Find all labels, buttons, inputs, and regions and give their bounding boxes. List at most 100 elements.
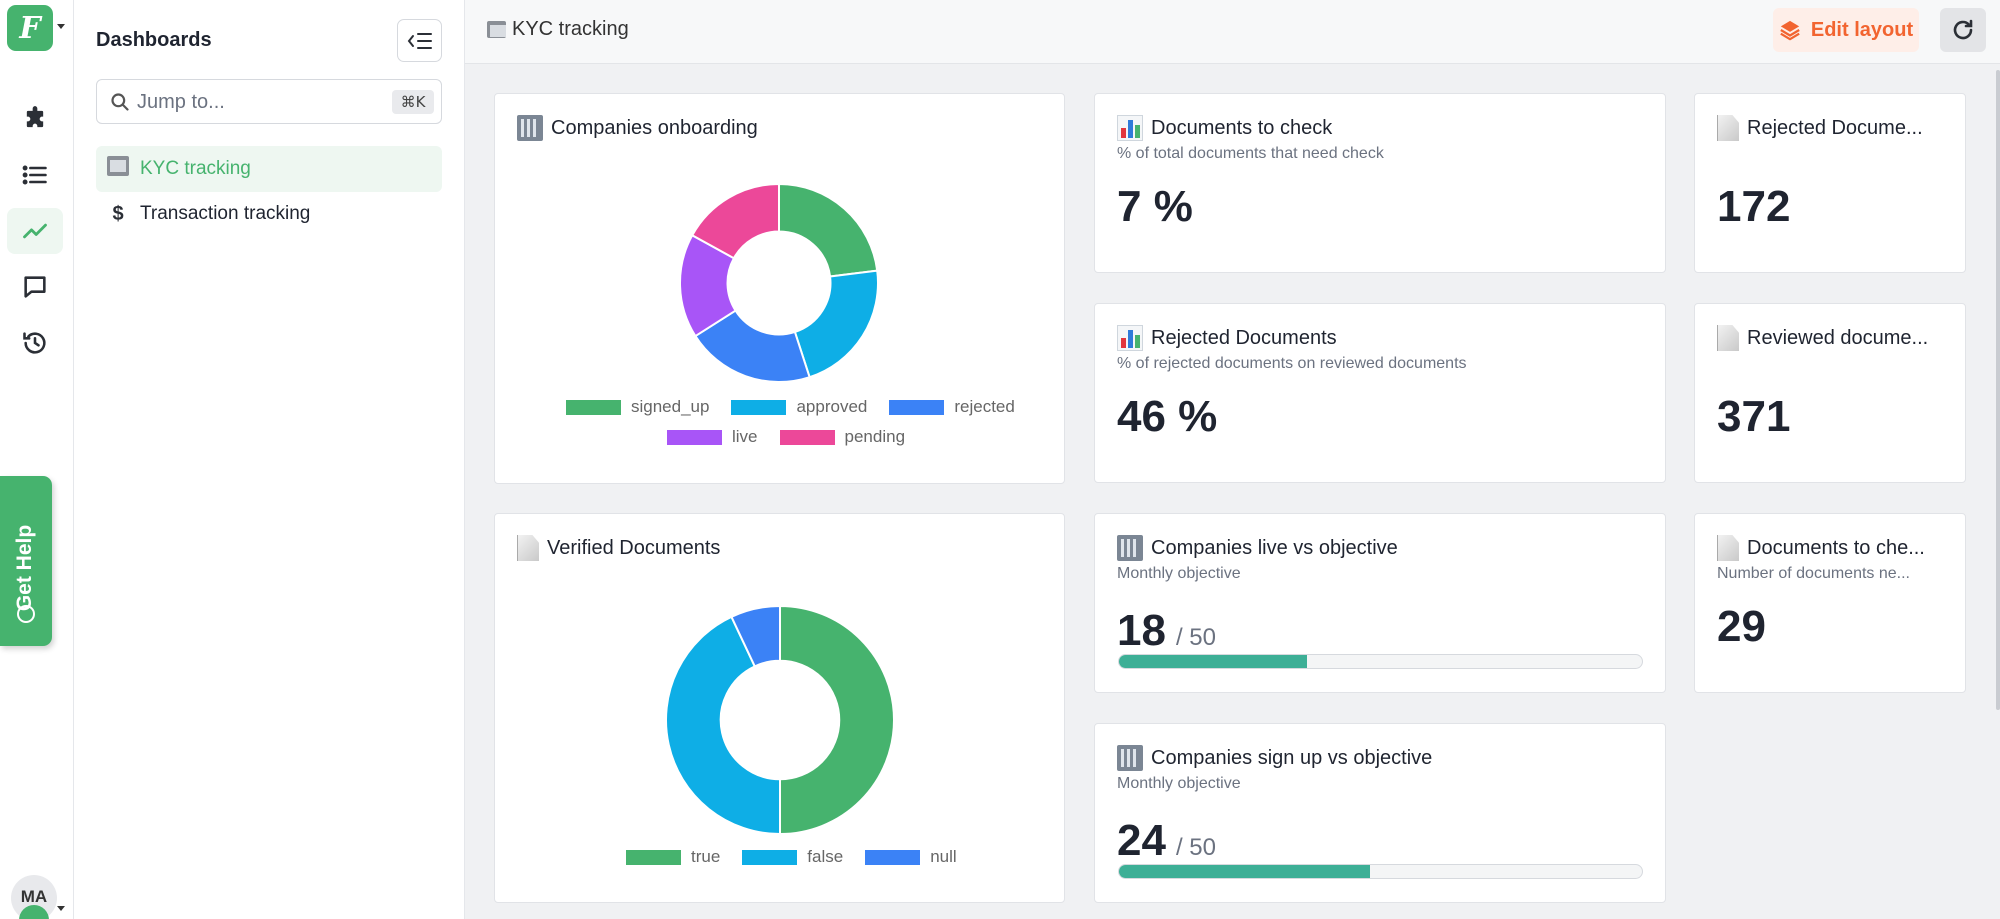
cabinet-icon bbox=[96, 156, 140, 182]
sidebar-item-label: Transaction tracking bbox=[140, 203, 311, 224]
legend-label: true bbox=[691, 847, 721, 866]
donut-slice-approved[interactable] bbox=[793, 269, 879, 379]
card-title-text: Rejected Docume... bbox=[1747, 116, 1923, 139]
donut-slice-pending[interactable] bbox=[690, 183, 780, 260]
objective-progress-bar bbox=[1118, 654, 1643, 669]
collapse-menu-icon bbox=[407, 32, 432, 49]
refresh-button[interactable] bbox=[1940, 8, 1986, 52]
bar-chart-icon bbox=[1117, 115, 1143, 141]
card-title: Companies live vs objective bbox=[1117, 535, 1398, 561]
history-icon bbox=[23, 332, 46, 354]
jump-to-search[interactable]: ⌘K bbox=[96, 79, 442, 124]
help-circle-icon bbox=[17, 605, 35, 623]
app-logo[interactable]: F bbox=[7, 5, 53, 51]
objective-progress-bar bbox=[1118, 864, 1643, 879]
page-title-text: KYC tracking bbox=[512, 18, 629, 40]
edit-layout-label: Edit layout bbox=[1810, 18, 1914, 41]
sidebar-item-transaction-tracking[interactable]: $ Transaction tracking bbox=[96, 191, 442, 237]
card-title: Companies onboarding bbox=[517, 115, 758, 141]
rail-dashboards[interactable] bbox=[7, 208, 63, 254]
card-documents-to-check: Documents to check % of total documents … bbox=[1094, 93, 1666, 273]
search-input[interactable] bbox=[137, 89, 357, 115]
card-title: Rejected Documents bbox=[1117, 325, 1337, 351]
progress-fill bbox=[1119, 865, 1371, 878]
rail-messages[interactable] bbox=[7, 264, 63, 310]
card-title-text: Companies sign up vs objective bbox=[1151, 746, 1433, 769]
chart-legend: signed_up approved rejected bbox=[566, 397, 1015, 417]
page-title: KYC tracking bbox=[487, 18, 629, 41]
app-rail: F Get Help MA bbox=[0, 0, 74, 919]
metric-target: / 50 bbox=[1175, 834, 1216, 861]
card-title: Documents to che... bbox=[1717, 535, 1925, 561]
legend-item-signed-up: signed_up bbox=[566, 397, 709, 417]
verified-documents-donut-chart bbox=[665, 605, 895, 835]
card-title-text: Documents to che... bbox=[1747, 536, 1925, 559]
page-scrollbar[interactable] bbox=[1996, 70, 2000, 710]
avatar-status-dot bbox=[19, 905, 49, 919]
donut-slice-false[interactable] bbox=[665, 615, 781, 835]
card-rejected-documents: Rejected Documents % of rejected documen… bbox=[1094, 303, 1666, 483]
legend-item-live: live bbox=[667, 427, 758, 447]
rail-history[interactable] bbox=[7, 320, 63, 366]
metric-value: 7 % bbox=[1117, 182, 1193, 231]
legend-item-rejected: rejected bbox=[889, 397, 1015, 417]
legend-item-null: null bbox=[865, 847, 957, 867]
card-subtitle: Number of documents ne... bbox=[1717, 565, 1910, 582]
sidebar-item-kyc-tracking[interactable]: KYC tracking bbox=[96, 146, 442, 192]
card-subtitle: Monthly objective bbox=[1117, 565, 1241, 582]
donut-slice-true[interactable] bbox=[779, 605, 895, 835]
card-title-text: Companies live vs objective bbox=[1151, 536, 1398, 559]
donut-slice-null[interactable] bbox=[730, 605, 781, 668]
legend-item-true: true bbox=[626, 847, 720, 867]
card-companies-onboarding: Companies onboarding signed_up approved … bbox=[494, 93, 1065, 484]
bar-chart-icon bbox=[1117, 325, 1143, 351]
metric-value: 29 bbox=[1717, 602, 1766, 651]
cabinet-icon bbox=[487, 21, 506, 38]
card-subtitle: % of rejected documents on reviewed docu… bbox=[1117, 355, 1467, 372]
card-title: Companies sign up vs objective bbox=[1117, 745, 1432, 771]
document-icon bbox=[1717, 115, 1739, 141]
card-title: Documents to check bbox=[1117, 115, 1332, 141]
chat-icon bbox=[24, 276, 46, 298]
card-title-text: Verified Documents bbox=[547, 536, 721, 559]
refresh-icon bbox=[1953, 19, 1973, 40]
edit-layout-button[interactable]: Edit layout bbox=[1773, 8, 1919, 52]
card-title: Reviewed docume... bbox=[1717, 325, 1928, 351]
card-reviewed-documents: Reviewed docume... 371 bbox=[1694, 303, 1966, 483]
metric-value: 172 bbox=[1717, 182, 1791, 231]
legend-label: pending bbox=[844, 427, 906, 446]
legend-item-pending: pending bbox=[779, 427, 906, 447]
dashboard-header: KYC tracking Edit layout bbox=[465, 0, 2000, 64]
rail-integrations[interactable] bbox=[7, 96, 63, 142]
sidebar-title: Dashboards bbox=[96, 29, 212, 51]
legend-item-approved: approved bbox=[731, 397, 867, 417]
card-title-text: Rejected Documents bbox=[1151, 326, 1337, 349]
progress-values: 18 / 50 bbox=[1117, 606, 1216, 656]
avatar[interactable]: MA bbox=[11, 875, 57, 919]
metric-value: 371 bbox=[1717, 392, 1791, 441]
card-subtitle: Monthly objective bbox=[1117, 775, 1241, 792]
legend-label: false bbox=[807, 847, 844, 866]
sidebar-item-label: KYC tracking bbox=[140, 158, 251, 179]
avatar-caret-icon[interactable] bbox=[57, 906, 65, 911]
card-companies-live-vs-objective: Companies live vs objective Monthly obje… bbox=[1094, 513, 1666, 693]
card-subtitle: % of total documents that need check bbox=[1117, 145, 1384, 162]
building-icon bbox=[1117, 745, 1143, 771]
trend-line-icon bbox=[23, 223, 47, 239]
card-title-text: Companies onboarding bbox=[551, 116, 758, 139]
metric-value: 46 % bbox=[1117, 392, 1218, 441]
building-icon bbox=[1117, 535, 1143, 561]
chart-legend: true false null bbox=[626, 847, 957, 867]
legend-label: null bbox=[930, 847, 957, 866]
collapse-sidebar-button[interactable] bbox=[397, 19, 442, 62]
card-documents-to-check-count: Documents to che... Number of documents … bbox=[1694, 513, 1966, 693]
shortcut-badge: ⌘K bbox=[392, 90, 434, 114]
card-companies-signup-vs-objective: Companies sign up vs objective Monthly o… bbox=[1094, 723, 1666, 903]
logo-caret-icon[interactable] bbox=[57, 24, 65, 29]
card-verified-documents: Verified Documents true false null bbox=[494, 513, 1065, 903]
rail-list[interactable] bbox=[7, 152, 63, 198]
document-icon bbox=[1717, 535, 1739, 561]
card-rejected-documents-count: Rejected Docume... 172 bbox=[1694, 93, 1966, 273]
donut-slice-signed-up[interactable] bbox=[778, 183, 879, 278]
card-title-text: Reviewed docume... bbox=[1747, 326, 1929, 349]
